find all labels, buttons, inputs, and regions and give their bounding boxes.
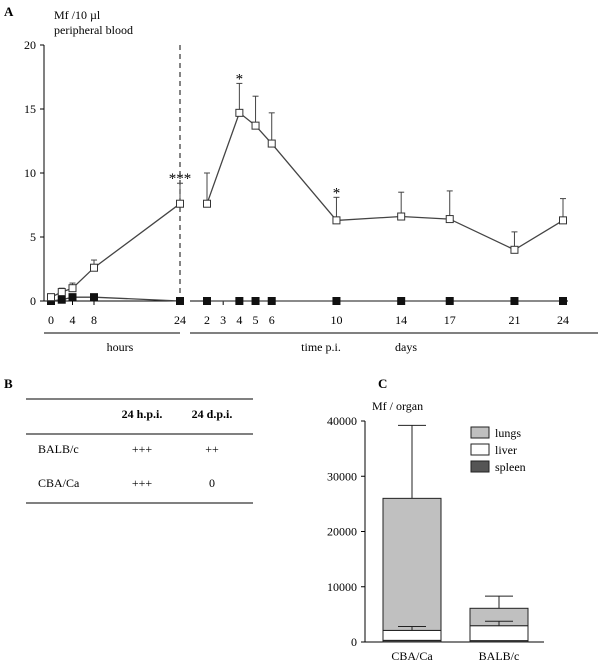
legend-label-spleen: spleen bbox=[495, 460, 526, 474]
x-axis-label-days: days bbox=[395, 340, 417, 354]
bar-chart-panel-c: Mf / organ 0 10000 20000 30000 40000 CBA/Ca B… bbox=[327, 399, 544, 663]
x-tick-label: 17 bbox=[444, 313, 456, 327]
y-tick-label: 10 bbox=[24, 166, 36, 180]
x-tick-label: 24 bbox=[174, 313, 186, 327]
significance-annotations: ***** bbox=[169, 71, 340, 201]
data-point-open-square bbox=[397, 212, 406, 221]
x-tick-label: 2 bbox=[204, 313, 210, 327]
data-point-open-square bbox=[57, 288, 66, 297]
category-label: CBA/Ca bbox=[391, 649, 433, 663]
table-row-2-label: CBA/Ca bbox=[38, 476, 80, 490]
series-lines bbox=[50, 111, 564, 302]
table-row-1-col-2: ++ bbox=[205, 442, 219, 456]
panel-label-c: C bbox=[378, 376, 387, 391]
data-point-open-square bbox=[332, 216, 341, 225]
significance-marker: *** bbox=[169, 171, 192, 187]
bar-segment-lungs bbox=[382, 497, 442, 631]
data-point-filled-square bbox=[203, 297, 211, 305]
data-point-open-square bbox=[68, 284, 77, 293]
data-point-filled-square bbox=[90, 293, 98, 302]
data-point-open-square bbox=[510, 245, 519, 254]
bar-segment-liver bbox=[469, 625, 529, 642]
x-tick-label: 6 bbox=[269, 313, 275, 327]
data-point-open-square bbox=[176, 199, 184, 208]
y-tick-label: 20 bbox=[24, 38, 36, 52]
x-tick-label: 5 bbox=[253, 313, 259, 327]
c-y-tick-label: 30000 bbox=[327, 469, 357, 483]
stacked-bars bbox=[382, 497, 529, 643]
data-point-filled-square bbox=[267, 297, 276, 305]
table-header-col-2: 24 d.p.i. bbox=[192, 407, 233, 421]
y-tick-label: 0 bbox=[30, 294, 36, 308]
c-y-tick-label: 0 bbox=[351, 635, 357, 649]
data-point-filled-square bbox=[332, 297, 341, 305]
c-y-axis-label: Mf / organ bbox=[372, 399, 423, 413]
data-point-open-square bbox=[47, 293, 55, 302]
data-points bbox=[47, 108, 567, 305]
data-point-open-square bbox=[445, 215, 454, 224]
x-axis-label-hours: hours bbox=[107, 340, 134, 354]
significance-marker: * bbox=[333, 185, 341, 201]
data-point-filled-square bbox=[68, 293, 77, 302]
x-tick-label: 3 bbox=[220, 313, 226, 327]
data-point-filled-square bbox=[235, 297, 244, 305]
data-point-filled-square bbox=[559, 297, 567, 305]
c-error-bars bbox=[398, 424, 513, 631]
y-axis-label-line2: peripheral blood bbox=[54, 23, 133, 37]
legend-label-lungs: lungs bbox=[495, 426, 521, 440]
data-point-filled-square bbox=[445, 297, 454, 305]
y-axis-label-line1: Mf /10 µl bbox=[54, 8, 101, 22]
y-tick-label: 5 bbox=[30, 230, 36, 244]
c-y-tick-label: 10000 bbox=[327, 580, 357, 594]
legend-label-liver: liver bbox=[495, 443, 517, 457]
c-y-tick-label: 20000 bbox=[327, 525, 357, 539]
x-axis-label-center: time p.i. bbox=[301, 340, 341, 354]
data-point-open-square bbox=[235, 108, 244, 117]
table-row-1-col-1: +++ bbox=[132, 442, 153, 456]
series-line bbox=[206, 111, 564, 251]
data-point-filled-square bbox=[251, 297, 260, 305]
y-tick-label: 15 bbox=[24, 102, 36, 116]
c-category-labels: CBA/Ca BALB/c bbox=[391, 649, 519, 663]
data-point-open-square bbox=[267, 139, 276, 148]
x-tick-label: 24 bbox=[557, 313, 569, 327]
table-panel-b: 24 h.p.i. 24 d.p.i. BALB/c +++ ++ CBA/Ca… bbox=[26, 398, 253, 504]
table-header-col-1: 24 h.p.i. bbox=[122, 407, 163, 421]
x-tick-label: 0 bbox=[48, 313, 54, 327]
x-tick-label: 21 bbox=[508, 313, 520, 327]
data-point-open-square bbox=[251, 121, 260, 130]
data-point-filled-square bbox=[510, 297, 519, 305]
table-row-2-col-1: +++ bbox=[132, 476, 153, 490]
data-point-open-square bbox=[90, 263, 98, 272]
c-y-tick-label: 40000 bbox=[327, 414, 357, 428]
c-legend: lungs liver spleen bbox=[470, 426, 526, 474]
significance-marker: * bbox=[236, 71, 244, 87]
bar-segment-liver bbox=[382, 629, 442, 641]
data-point-filled-square bbox=[397, 297, 406, 305]
data-point-filled-square bbox=[57, 295, 66, 304]
panel-label-a: A bbox=[4, 4, 14, 19]
data-point-filled-square bbox=[176, 297, 184, 305]
table-row-2-col-2: 0 bbox=[209, 476, 215, 490]
x-tick-label: 10 bbox=[330, 313, 342, 327]
c-y-axis-ticks: 0 10000 20000 30000 40000 bbox=[327, 414, 365, 649]
legend-swatch-liver bbox=[470, 443, 490, 456]
category-label: BALB/c bbox=[479, 649, 520, 663]
x-tick-label: 8 bbox=[91, 313, 97, 327]
table-row-1-label: BALB/c bbox=[38, 442, 79, 456]
line-chart-panel-a: Mf /10 µl peripheral blood hours time p.… bbox=[24, 8, 598, 354]
x-tick-label: 4 bbox=[236, 313, 242, 327]
x-tick-label: 4 bbox=[70, 313, 76, 327]
panel-label-b: B bbox=[4, 376, 13, 391]
data-point-open-square bbox=[559, 216, 567, 225]
y-axis-ticks: 0 5 10 15 20 bbox=[24, 38, 44, 308]
error-bars bbox=[58, 82, 566, 293]
legend-swatch-spleen bbox=[470, 460, 490, 473]
x-tick-label: 14 bbox=[395, 313, 407, 327]
x-axis-ticks: 0 4 8 24 2 3 4 5 6 10 14 17 21 24 bbox=[48, 301, 569, 327]
data-point-open-square bbox=[203, 199, 211, 208]
legend-swatch-lungs bbox=[470, 426, 490, 439]
